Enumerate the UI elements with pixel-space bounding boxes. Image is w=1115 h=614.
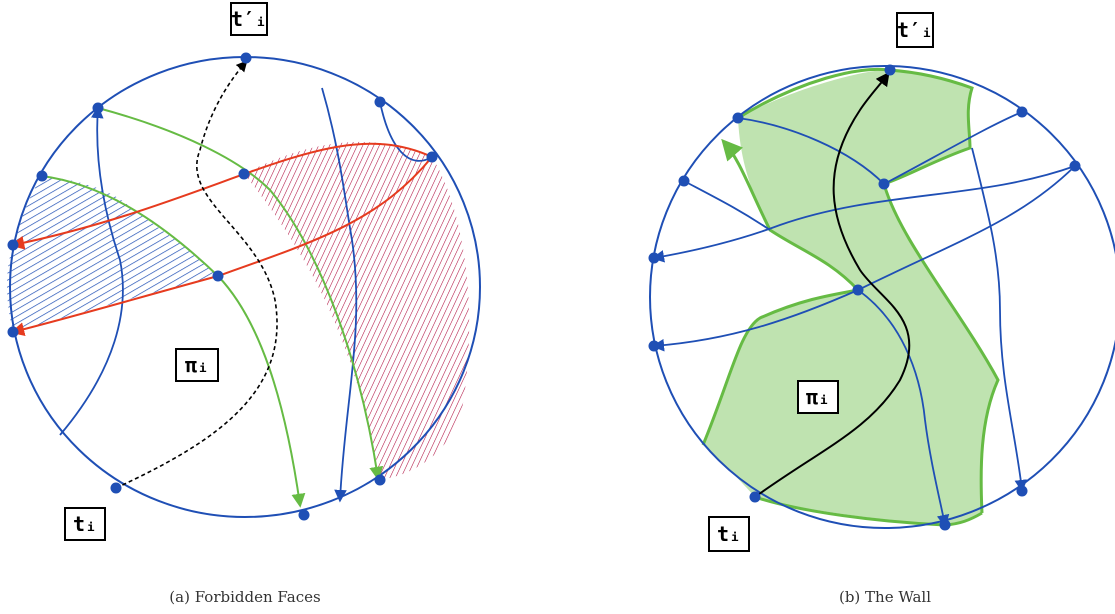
node <box>374 96 386 108</box>
node <box>678 175 690 187</box>
node <box>374 474 386 486</box>
blue-edge <box>737 117 885 185</box>
blue-edge <box>651 165 1076 263</box>
nodes-a <box>7 52 438 521</box>
forbidden-face-blue <box>7 176 218 332</box>
label-bottom-b: tᵢ <box>708 516 750 552</box>
svg-text:t′ᵢ: t′ᵢ <box>897 18 933 42</box>
node <box>240 52 252 64</box>
nodes-b <box>648 64 1081 531</box>
label-top-a: t′ᵢ <box>230 2 268 36</box>
node <box>238 168 250 180</box>
node <box>212 270 224 282</box>
label-middle-a: πᵢ <box>175 348 219 382</box>
node <box>939 519 951 531</box>
blue-edge <box>857 289 950 528</box>
node <box>648 340 660 352</box>
blue-edge <box>59 105 124 436</box>
node <box>1069 160 1081 172</box>
node <box>878 178 890 190</box>
figure-b: t′ᵢ πᵢ tᵢ <box>648 12 1115 552</box>
node <box>36 170 48 182</box>
blue-edge <box>683 180 771 231</box>
svg-text:tᵢ: tᵢ <box>717 522 741 546</box>
node <box>884 64 896 76</box>
label-middle-b: πᵢ <box>797 380 839 414</box>
node <box>749 491 761 503</box>
node <box>7 326 19 338</box>
node <box>110 482 122 494</box>
svg-text:πᵢ: πᵢ <box>185 353 209 377</box>
node <box>732 112 744 124</box>
svg-text:t′ᵢ: t′ᵢ <box>231 7 267 31</box>
caption-b: (b) The Wall <box>838 588 932 606</box>
circle-b <box>649 65 1115 529</box>
red-edge <box>10 142 433 250</box>
figure-a: t′ᵢ πᵢ tᵢ <box>7 2 481 541</box>
green-edge <box>97 107 384 481</box>
node <box>7 239 19 251</box>
svg-text:tᵢ: tᵢ <box>73 512 97 536</box>
node <box>298 509 310 521</box>
caption-a: (a) Forbidden Faces <box>169 588 321 606</box>
wall-region <box>703 70 998 525</box>
node <box>1016 106 1028 118</box>
label-bottom-a: tᵢ <box>64 507 106 541</box>
label-top-b: t′ᵢ <box>896 12 934 48</box>
wall-boundary <box>737 67 1000 514</box>
node <box>648 252 660 264</box>
wall-boundary <box>754 495 983 527</box>
path-pi <box>754 71 911 498</box>
blue-edge <box>971 147 1028 493</box>
node <box>852 284 864 296</box>
blue-edge <box>379 101 433 162</box>
svg-text:πᵢ: πᵢ <box>806 385 830 409</box>
node <box>92 102 104 114</box>
node <box>426 151 438 163</box>
blue-edge <box>883 111 1023 185</box>
blue-edge <box>321 87 358 503</box>
node <box>1016 485 1028 497</box>
